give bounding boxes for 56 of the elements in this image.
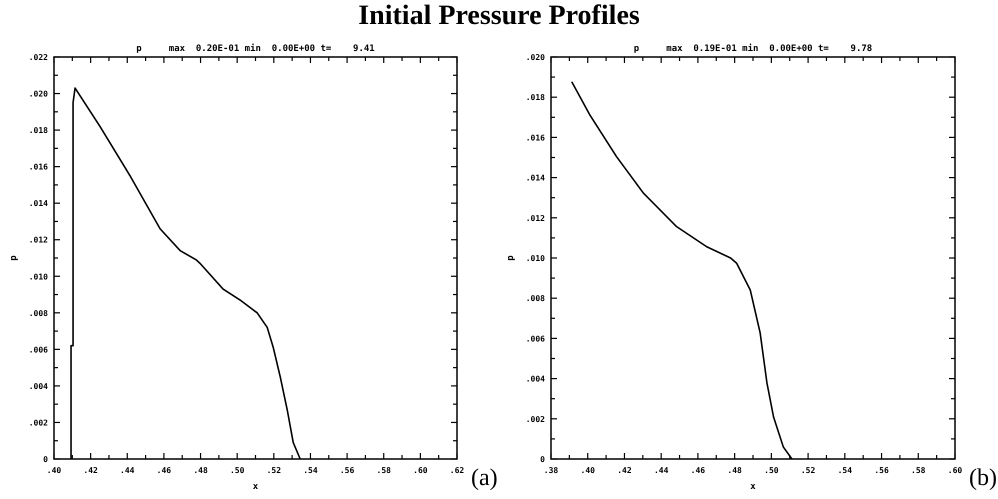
x-tick-label: .58 — [376, 466, 392, 475]
y-tick-label: .008 — [28, 308, 48, 318]
y-tick-label: .010 — [526, 254, 546, 263]
y-tick-label: .020 — [28, 90, 48, 99]
x-tick-label: .44 — [654, 466, 669, 475]
x-tick-label: .50 — [764, 466, 779, 475]
y-tick-label: .006 — [526, 334, 546, 344]
y-tick-label: 0 — [540, 455, 546, 464]
y-tick-label: .020 — [526, 53, 546, 62]
x-tick-label: .54 — [838, 466, 852, 475]
x-tick-label: .54 — [303, 466, 318, 475]
x-tick-label: .48 — [727, 466, 742, 475]
y-tick-label: .014 — [28, 199, 48, 208]
x-tick-label: .48 — [193, 466, 208, 475]
y-tick-label: .014 — [526, 174, 546, 183]
x-tick-label: .62 — [450, 466, 464, 475]
chart-subtitle: p max 0.19E-01 min 0.00E+00 t= 9.78 — [634, 43, 872, 54]
x-tick-label: .50 — [230, 466, 245, 475]
text: (a) — [471, 465, 498, 491]
x-tick-label: .56 — [874, 466, 889, 475]
x-axis-title: x — [750, 482, 756, 492]
y-axis-title: p — [506, 254, 516, 261]
text: (b) — [969, 465, 997, 491]
x-tick-label: .56 — [340, 466, 354, 475]
x-tick-label: .42 — [83, 466, 98, 475]
x-tick-label: .58 — [911, 466, 926, 475]
x-tick-label: .38 — [544, 466, 558, 475]
y-tick-label: .004 — [526, 374, 546, 384]
y-tick-label: .004 — [28, 382, 48, 391]
chart-title: Initial Pressure Profiles — [358, 0, 640, 31]
y-tick-label: .016 — [526, 133, 546, 142]
y-tick-label: .002 — [526, 414, 546, 424]
y-tick-label: .012 — [526, 214, 546, 223]
y-tick-label: .022 — [28, 53, 48, 62]
y-tick-label: .008 — [526, 294, 546, 304]
y-tick-label: 0 — [43, 455, 48, 464]
x-tick-label: .60 — [948, 466, 962, 475]
x-tick-label: .46 — [156, 466, 172, 475]
x-tick-label: .46 — [690, 466, 706, 475]
y-tick-label: .006 — [28, 345, 48, 354]
y-tick-label: .018 — [28, 126, 48, 136]
x-tick-label: .60 — [413, 466, 428, 475]
x-tick-label: .42 — [617, 466, 632, 475]
x-tick-label: .52 — [266, 466, 282, 475]
x-tick-label: .44 — [120, 466, 135, 475]
chart-subtitle: p max 0.20E-01 min 0.00E+00 t= 9.41 — [136, 43, 375, 54]
y-tick-label: .012 — [28, 236, 48, 245]
y-tick-label: .010 — [28, 272, 48, 282]
x-tick-label: .40 — [46, 466, 62, 475]
y-tick-label: .018 — [526, 93, 546, 102]
x-tick-label: .52 — [800, 466, 816, 475]
x-tick-label: .40 — [580, 466, 596, 475]
y-tick-label: .016 — [28, 162, 48, 172]
x-axis-title: x — [252, 482, 259, 492]
y-tick-label: .002 — [28, 418, 48, 428]
y-axis-title: p — [9, 254, 19, 261]
